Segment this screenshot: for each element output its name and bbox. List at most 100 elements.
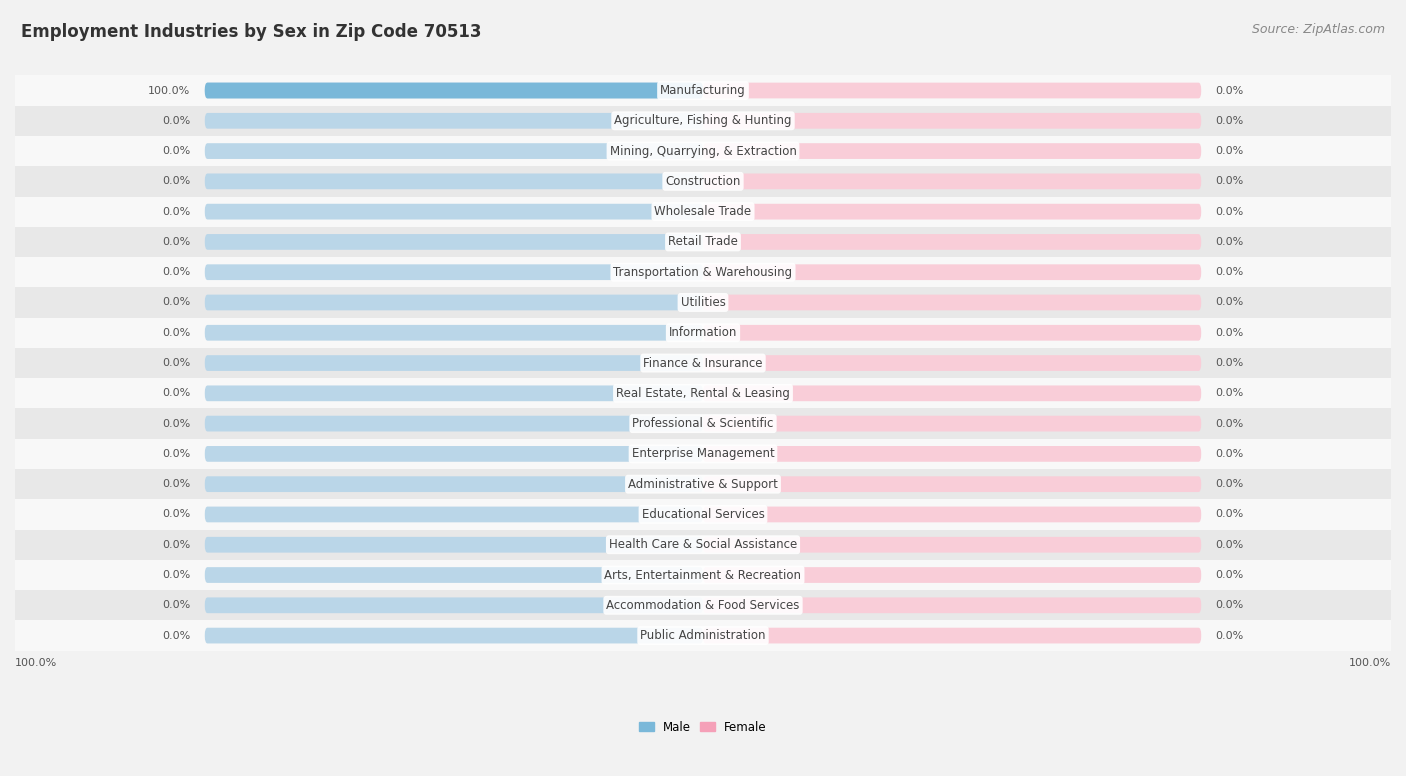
Text: 0.0%: 0.0% [1215,327,1244,338]
Bar [15,499,1391,529]
Bar [15,287,1391,317]
Bar [15,529,1391,559]
Legend: Male, Female: Male, Female [634,716,772,738]
Text: Administrative & Support: Administrative & Support [628,478,778,490]
Text: Transportation & Warehousing: Transportation & Warehousing [613,265,793,279]
FancyBboxPatch shape [703,386,1201,401]
Bar [15,106,1391,136]
FancyBboxPatch shape [703,446,1201,462]
FancyBboxPatch shape [703,325,1201,341]
FancyBboxPatch shape [703,537,1201,553]
FancyBboxPatch shape [703,234,1201,250]
FancyBboxPatch shape [205,598,703,613]
Bar [15,317,1391,348]
Text: 0.0%: 0.0% [1215,85,1244,95]
Text: 0.0%: 0.0% [162,237,191,247]
FancyBboxPatch shape [703,416,1201,431]
FancyBboxPatch shape [205,265,703,280]
Text: 0.0%: 0.0% [162,418,191,428]
Text: Accommodation & Food Services: Accommodation & Food Services [606,599,800,611]
Bar [15,438,1391,469]
Text: 0.0%: 0.0% [162,449,191,459]
Text: 0.0%: 0.0% [162,388,191,398]
Text: Utilities: Utilities [681,296,725,309]
Text: Construction: Construction [665,175,741,188]
Bar [15,621,1391,651]
Bar [15,408,1391,438]
Text: 0.0%: 0.0% [162,176,191,186]
FancyBboxPatch shape [205,325,703,341]
Text: 100.0%: 100.0% [148,85,191,95]
FancyBboxPatch shape [205,174,703,189]
Text: 0.0%: 0.0% [1215,570,1244,580]
Bar [15,196,1391,227]
FancyBboxPatch shape [703,113,1201,129]
FancyBboxPatch shape [703,355,1201,371]
FancyBboxPatch shape [205,386,703,401]
Text: 0.0%: 0.0% [162,297,191,307]
Text: 0.0%: 0.0% [1215,631,1244,640]
Bar [15,591,1391,621]
Text: 0.0%: 0.0% [1215,358,1244,368]
Text: 0.0%: 0.0% [162,601,191,610]
Text: 0.0%: 0.0% [1215,540,1244,549]
Text: 0.0%: 0.0% [1215,267,1244,277]
Text: 100.0%: 100.0% [15,658,58,668]
FancyBboxPatch shape [703,628,1201,643]
FancyBboxPatch shape [205,446,703,462]
FancyBboxPatch shape [205,113,703,129]
Bar [15,348,1391,378]
FancyBboxPatch shape [703,295,1201,310]
FancyBboxPatch shape [205,628,703,643]
Text: Real Estate, Rental & Leasing: Real Estate, Rental & Leasing [616,386,790,400]
Text: 0.0%: 0.0% [162,570,191,580]
Bar [15,559,1391,591]
Text: Agriculture, Fishing & Hunting: Agriculture, Fishing & Hunting [614,114,792,127]
Text: 0.0%: 0.0% [162,631,191,640]
Text: Mining, Quarrying, & Extraction: Mining, Quarrying, & Extraction [610,144,796,158]
Text: Wholesale Trade: Wholesale Trade [654,205,752,218]
Text: 0.0%: 0.0% [1215,449,1244,459]
Bar [15,257,1391,287]
FancyBboxPatch shape [205,295,703,310]
Text: Information: Information [669,326,737,339]
Text: 0.0%: 0.0% [1215,479,1244,489]
FancyBboxPatch shape [205,567,703,583]
Bar [15,75,1391,106]
Bar [15,227,1391,257]
Text: 0.0%: 0.0% [162,327,191,338]
Text: Health Care & Social Assistance: Health Care & Social Assistance [609,539,797,551]
Text: 0.0%: 0.0% [1215,388,1244,398]
FancyBboxPatch shape [703,82,1201,99]
Text: 0.0%: 0.0% [162,479,191,489]
FancyBboxPatch shape [205,234,703,250]
Text: 0.0%: 0.0% [1215,510,1244,519]
Text: Finance & Insurance: Finance & Insurance [644,356,762,369]
Text: 0.0%: 0.0% [162,267,191,277]
FancyBboxPatch shape [205,82,703,99]
FancyBboxPatch shape [703,204,1201,220]
Text: Source: ZipAtlas.com: Source: ZipAtlas.com [1251,23,1385,36]
Bar [15,378,1391,408]
FancyBboxPatch shape [703,265,1201,280]
Text: Public Administration: Public Administration [640,629,766,642]
Text: 0.0%: 0.0% [1215,418,1244,428]
FancyBboxPatch shape [205,416,703,431]
Text: 0.0%: 0.0% [162,510,191,519]
Text: Employment Industries by Sex in Zip Code 70513: Employment Industries by Sex in Zip Code… [21,23,482,41]
FancyBboxPatch shape [205,507,703,522]
FancyBboxPatch shape [703,507,1201,522]
Text: 0.0%: 0.0% [162,206,191,217]
FancyBboxPatch shape [205,355,703,371]
Text: 100.0%: 100.0% [1348,658,1391,668]
Text: 0.0%: 0.0% [162,540,191,549]
Text: 0.0%: 0.0% [162,116,191,126]
Text: 0.0%: 0.0% [1215,237,1244,247]
Text: 0.0%: 0.0% [1215,206,1244,217]
FancyBboxPatch shape [205,476,703,492]
FancyBboxPatch shape [205,204,703,220]
Text: Educational Services: Educational Services [641,508,765,521]
FancyBboxPatch shape [703,476,1201,492]
Text: 0.0%: 0.0% [162,146,191,156]
Text: Enterprise Management: Enterprise Management [631,448,775,460]
